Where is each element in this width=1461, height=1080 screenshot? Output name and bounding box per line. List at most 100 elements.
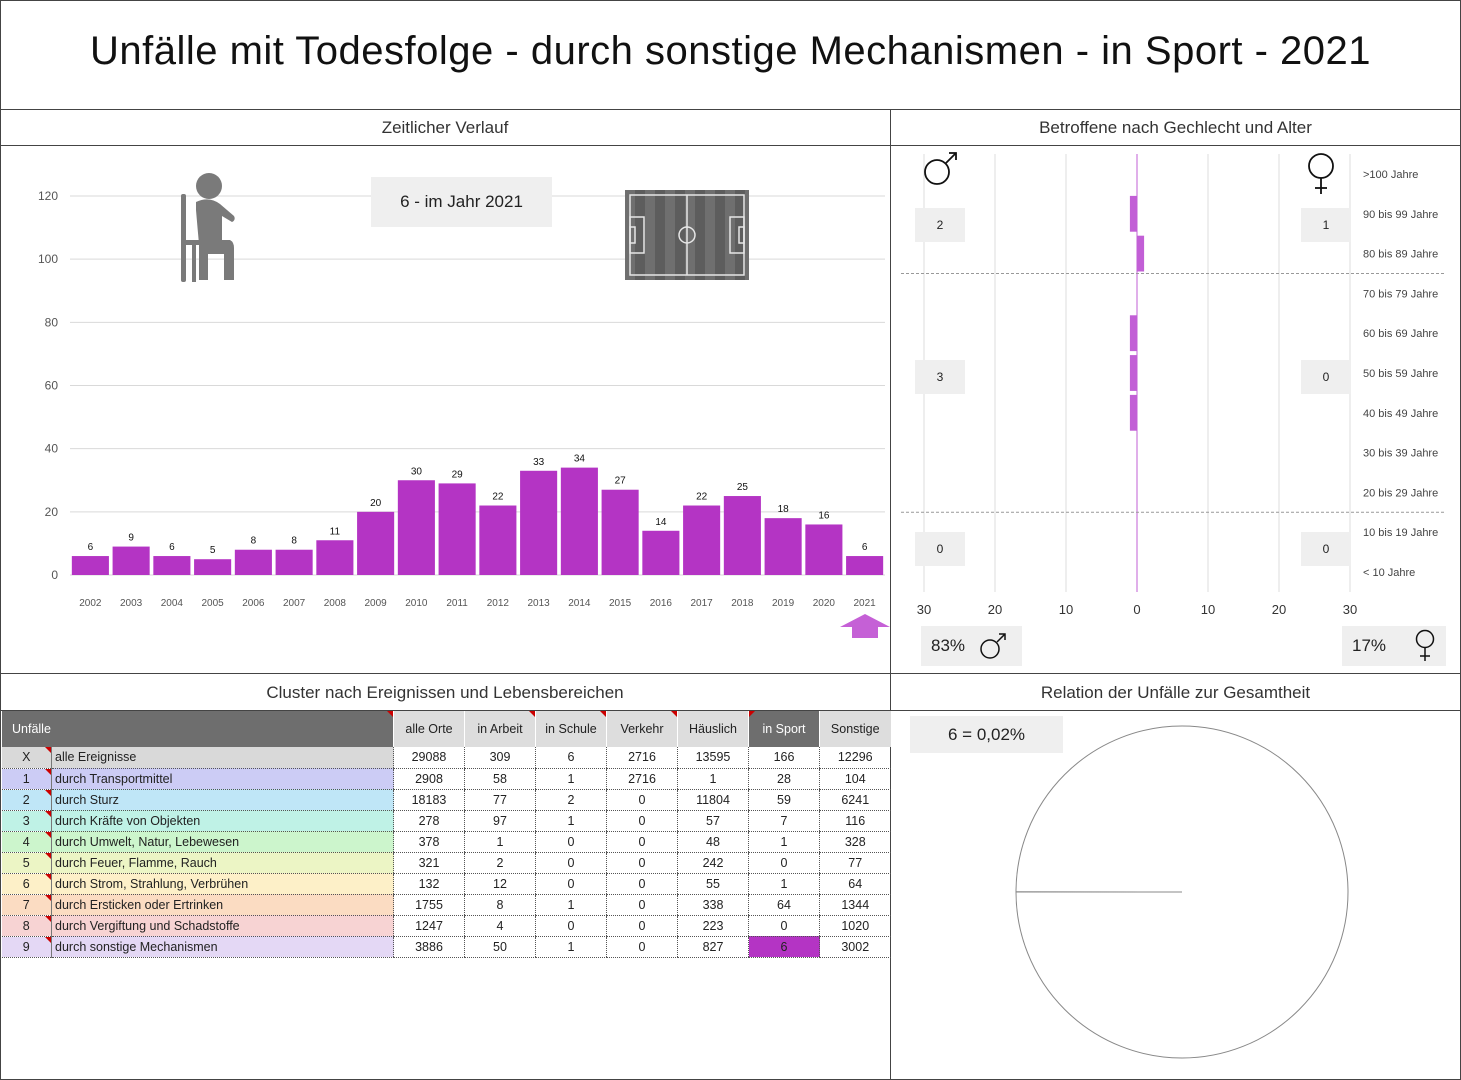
table-cell: 0 [606, 831, 678, 853]
female-count-low: 0 [1301, 532, 1351, 566]
table-row: 1 durch Transportmittel 2908 58 1 2716 1 28 104 [1, 768, 891, 790]
table-cell: 1 [535, 810, 607, 832]
table-cell: 278 [393, 810, 465, 832]
x-tick-label: 2004 [161, 598, 184, 609]
table-cell: 223 [677, 915, 749, 937]
data-label: 27 [615, 476, 627, 487]
x-tick-label: 2018 [731, 598, 754, 609]
female-count-mid: 0 [1301, 360, 1351, 394]
column-header: alle Orte [393, 711, 465, 747]
male-share: 83% [931, 636, 966, 655]
table-cell: 0 [748, 915, 820, 937]
table-cell: 55 [677, 873, 749, 895]
comment-marker [45, 936, 51, 943]
panel-divider-horizontal [0, 673, 1461, 674]
table-cell: 1 [748, 873, 820, 895]
x-tick-label: 2020 [813, 598, 836, 609]
female-count-high: 1 [1301, 208, 1351, 242]
row-label: durch Kräfte von Objekten [51, 810, 394, 832]
table-cell: 0 [535, 915, 607, 937]
timeline-chart: 0 20 40 60 80 100 120 6 2002 9 2003 6 2004 5 2005 8 2006… [38, 189, 885, 609]
table-cell: 116 [819, 810, 891, 832]
age-label: 30 bis 39 Jahre [1363, 448, 1438, 460]
male-symbol-icon [980, 633, 1006, 659]
age-label: 50 bis 59 Jahre [1363, 368, 1438, 380]
data-label: 30 [411, 466, 423, 477]
bar [764, 518, 802, 575]
table-cell: 0 [606, 894, 678, 916]
table-cell: 0 [606, 852, 678, 874]
x-tick-label: 0 [1133, 602, 1140, 617]
column-header: Häuslich [677, 711, 749, 747]
table-cell: 28 [748, 768, 820, 790]
male-share-box: 83% [921, 626, 1022, 666]
x-tick-label: 30 [1343, 602, 1357, 617]
table-cell: 11804 [677, 789, 749, 811]
table-cell: 132 [393, 873, 465, 895]
female-share-box: 17% [1342, 626, 1446, 666]
table-cell: 0 [535, 852, 607, 874]
table-cell: 0 [606, 936, 678, 958]
data-label: 29 [452, 469, 464, 480]
table-cell: 1 [464, 831, 536, 853]
male-count-mid: 3 [915, 360, 965, 394]
bar [805, 524, 843, 575]
table-cell: 2716 [606, 747, 678, 769]
bar [316, 540, 354, 575]
table-cell: 6 [748, 936, 820, 958]
age-label: 10 bis 19 Jahre [1363, 527, 1438, 539]
table-cell: 59 [748, 789, 820, 811]
border-left [0, 110, 1, 1080]
cluster-table: Unfälle alle Orte in Arbeit in Schule Verkeh… [1, 711, 891, 958]
bar [194, 559, 232, 575]
data-label: 18 [778, 504, 790, 515]
column-header: Sonstige [819, 711, 891, 747]
data-label: 25 [737, 482, 749, 493]
table-cell: 3002 [819, 936, 891, 958]
table-cell: 1 [677, 768, 749, 790]
table-cell: 1 [748, 831, 820, 853]
comment-marker [45, 747, 51, 753]
comment-marker [45, 789, 51, 796]
data-label: 22 [696, 492, 708, 503]
comment-marker [45, 873, 51, 880]
male-symbol-icon [924, 152, 957, 185]
column-header: in Schule [535, 711, 607, 747]
table-cell: 0 [606, 789, 678, 811]
age-label: 20 bis 29 Jahre [1363, 487, 1438, 499]
table-cell: 12 [464, 873, 536, 895]
x-tick-label: 2009 [365, 598, 388, 609]
comment-marker [45, 810, 51, 817]
table-cell: 57 [677, 810, 749, 832]
age-label: < 10 Jahre [1363, 567, 1415, 579]
table-cell: 77 [819, 852, 891, 874]
male-count-high: 2 [915, 208, 965, 242]
table-row: 3 durch Kräfte von Objekten 278 97 1 0 57 7 116 [1, 810, 891, 832]
female-share: 17% [1352, 636, 1387, 655]
x-tick-label: 2010 [405, 598, 428, 609]
female-symbol-icon [1415, 629, 1435, 661]
bar [479, 505, 517, 575]
timeline-heading: Zeitlicher Verlauf [381, 118, 509, 137]
bar [438, 483, 476, 575]
table-row: 2 durch Sturz 18183 77 2 0 11804 59 6241 [1, 789, 891, 811]
data-label: 6 [169, 542, 175, 553]
bar [560, 467, 598, 575]
bar [723, 496, 761, 575]
table-row: 7 durch Ersticken oder Ertrinken 1755 8 1 0 33… [1, 894, 891, 916]
table-cell: 1 [535, 768, 607, 790]
x-tick-label: 10 [1059, 602, 1073, 617]
comment-marker [600, 711, 606, 717]
x-tick-label: 2019 [772, 598, 795, 609]
row-id: 7 [1, 894, 52, 916]
bar [71, 556, 109, 575]
table-cell: 0 [535, 873, 607, 895]
bar [397, 480, 435, 575]
data-label: 33 [533, 457, 545, 468]
x-tick-label: 20 [1272, 602, 1286, 617]
year-badge: 6 - im Jahr 2021 [371, 177, 552, 227]
table-cell: 328 [819, 831, 891, 853]
table-cell: 0 [606, 810, 678, 832]
data-label: 6 [88, 542, 94, 553]
